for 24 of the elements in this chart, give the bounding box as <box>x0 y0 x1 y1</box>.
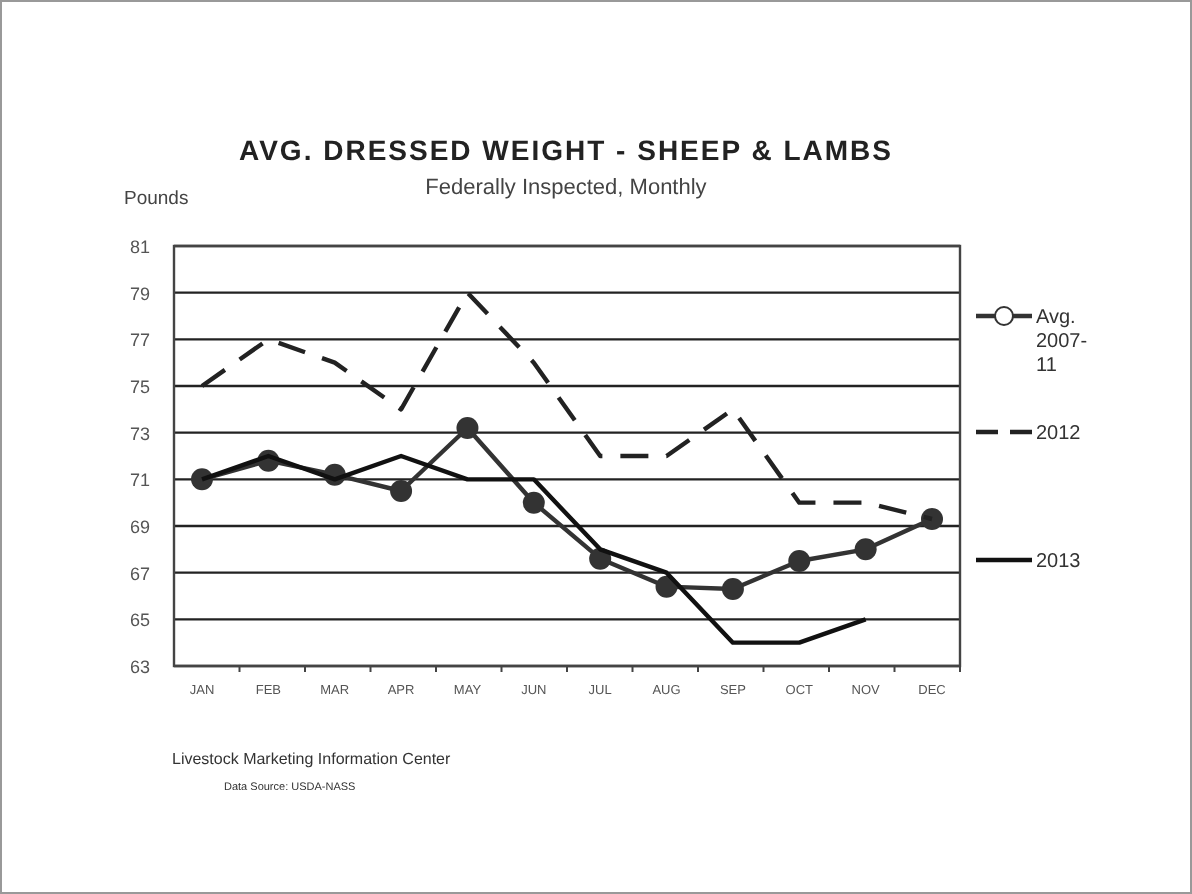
y-tick-label: 69 <box>130 517 151 537</box>
text: Livestock Marketing Information Center <box>172 750 452 768</box>
y-tick-label: 75 <box>130 377 151 397</box>
chart-subtitle: Federally Inspected, Monthly <box>425 176 708 200</box>
point <box>921 508 943 530</box>
point <box>721 578 744 600</box>
y-tick-label: 81 <box>130 237 151 257</box>
legend-label: Avg. 2007-11 <box>1036 307 1088 377</box>
y-tick-label: 63 <box>130 657 151 677</box>
y-tick-label: 73 <box>130 423 151 444</box>
y-axis-title: Pounds <box>124 188 189 210</box>
point <box>854 538 877 561</box>
chart-title: AVG. DRESSED WEIGHT - SHEEP & LAMBS <box>239 134 893 166</box>
point <box>456 417 479 439</box>
y-tick-label: 65 <box>130 610 151 631</box>
y-tick-label: 67 <box>130 563 151 584</box>
point <box>788 550 811 572</box>
legend-label: 2012 <box>1036 423 1082 445</box>
y-tick-label: 71 <box>130 470 151 491</box>
legend-label: 2013 <box>1036 551 1082 573</box>
y-tick-label: 79 <box>130 283 151 304</box>
point <box>522 491 545 514</box>
y-tick-label: 77 <box>130 330 151 351</box>
point <box>390 480 413 502</box>
